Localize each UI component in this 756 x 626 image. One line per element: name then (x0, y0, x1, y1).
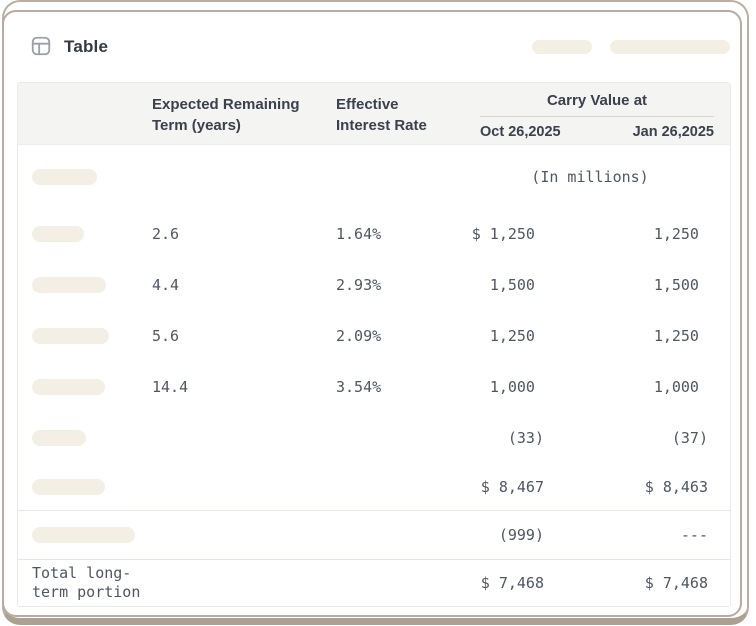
pill-cell (18, 225, 152, 242)
redacted-pill (32, 527, 135, 543)
jan-value-cell: 1,500 (653, 275, 708, 294)
oct-value-cell: 1,500 (489, 275, 544, 294)
table-row: (999) --- (18, 511, 730, 560)
term-cell: 2.6 (152, 224, 180, 243)
data-table: Expected Remaining Term (years) Effectiv… (17, 82, 731, 607)
table-row: (33) (37) (18, 412, 730, 463)
rate-cell: 3.54% (336, 377, 382, 396)
jan-value-cell: --- (680, 526, 708, 544)
table-row: 5.6 2.09% 1,250 1,250 (18, 310, 730, 361)
unit-note: (In millions) (531, 167, 649, 186)
table-grid-icon (31, 36, 51, 56)
placeholder-pill (610, 40, 730, 54)
rate-cell: 2.09% (336, 326, 382, 345)
total-jan-value: $ 7,468 (644, 574, 708, 592)
jan-value-cell: 1,250 (653, 326, 708, 345)
total-label: Total long-term portion (32, 564, 141, 601)
header-carry-value-at: Carry Value at (546, 92, 648, 109)
redacted-pill (32, 168, 97, 185)
redacted-pill (32, 276, 106, 293)
table-row: 4.4 2.93% 1,500 1,500 (18, 259, 730, 310)
oct-value-cell: $ 8,467 (480, 477, 544, 496)
pill-cell (18, 168, 152, 185)
redacted-pill (32, 429, 86, 446)
table-widget-card: Table Expected Remaining Term (years) Ef… (2, 10, 742, 617)
table-row: 2.6 1.64% $ 1,250 1,250 (18, 208, 730, 259)
oct-value-cell: 1,000 (489, 377, 544, 396)
total-oct-value: $ 7,468 (480, 574, 544, 592)
pill-cell (18, 276, 152, 293)
redacted-pill (32, 327, 109, 344)
table-row: (In millions) (18, 145, 730, 208)
header-carry-value-group: Carry Value at Oct 26,2025 Jan 26,2025 (460, 83, 730, 144)
table-body: (In millions) 2.6 1.64% $ 1,250 1,250 4.4 2.… (18, 145, 730, 560)
header-date-jan: Jan 26,2025 (632, 124, 714, 140)
rate-cell: 2.93% (336, 275, 382, 294)
term-cell: 4.4 (152, 275, 180, 294)
pill-cell (18, 327, 152, 344)
jan-value-cell: (37) (671, 428, 708, 447)
jan-value-cell: 1,000 (653, 377, 708, 396)
redacted-pill (32, 378, 105, 395)
table-row: $ 8,467 $ 8,463 (18, 463, 730, 511)
placeholder-pill (532, 40, 592, 54)
header-effective-interest-rate: Effective Interest Rate (336, 96, 427, 134)
oct-value-cell: $ 1,250 (471, 224, 544, 243)
table-row: 14.4 3.54% 1,000 1,000 (18, 361, 730, 412)
pill-cell (18, 378, 152, 395)
term-cell: 14.4 (152, 377, 189, 396)
empty-header-cell (18, 83, 152, 144)
pill-cell (18, 429, 152, 446)
jan-value-cell: $ 8,463 (644, 477, 708, 496)
carry-group-divider (480, 116, 714, 117)
card-header: Table (4, 12, 740, 82)
pill-cell (18, 478, 152, 495)
redacted-pill (32, 225, 84, 242)
table-header-row: Expected Remaining Term (years) Effectiv… (18, 83, 730, 145)
term-cell: 5.6 (152, 326, 180, 345)
header-date-oct: Oct 26,2025 (480, 124, 561, 140)
rate-cell: 1.64% (336, 224, 382, 243)
pill-cell (18, 527, 152, 543)
oct-value-cell: (33) (507, 428, 544, 447)
card-title: Table (64, 37, 109, 56)
oct-value-cell: (999) (498, 526, 544, 544)
table-row-total: Total long-term portion $ 7,468 $ 7,468 (18, 560, 730, 606)
jan-value-cell: 1,250 (653, 224, 708, 243)
header-expected-remaining-term: Expected Remaining Term (years) (152, 96, 300, 134)
redacted-pill (32, 478, 105, 495)
oct-value-cell: 1,250 (489, 326, 544, 345)
